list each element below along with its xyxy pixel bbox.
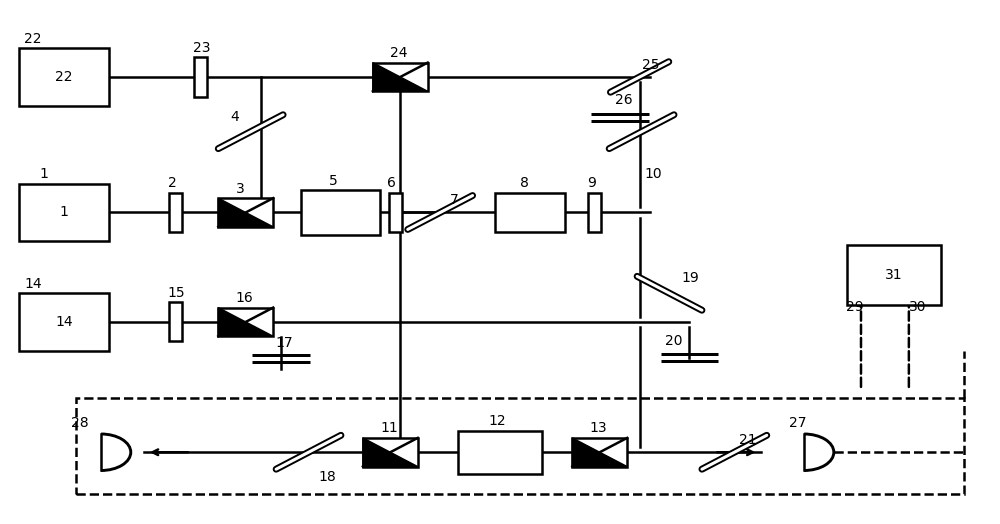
Text: 22: 22 xyxy=(24,31,42,46)
Bar xyxy=(373,63,428,91)
Text: 20: 20 xyxy=(665,334,682,348)
Text: 13: 13 xyxy=(590,421,607,435)
Polygon shape xyxy=(373,63,428,91)
Text: 23: 23 xyxy=(193,41,210,55)
Text: 14: 14 xyxy=(24,277,42,291)
Text: 25: 25 xyxy=(642,58,659,72)
Bar xyxy=(194,58,207,96)
Text: 16: 16 xyxy=(236,291,253,305)
Bar xyxy=(389,193,402,232)
Polygon shape xyxy=(218,198,273,227)
Text: 29: 29 xyxy=(846,300,864,314)
Text: 6: 6 xyxy=(387,177,396,190)
Text: 2: 2 xyxy=(168,177,177,190)
Text: 8: 8 xyxy=(520,177,529,190)
Text: 14: 14 xyxy=(55,315,73,329)
Text: 9: 9 xyxy=(587,177,596,190)
Bar xyxy=(169,193,182,232)
Text: 24: 24 xyxy=(390,46,408,60)
Bar xyxy=(169,302,182,342)
Bar xyxy=(19,184,109,241)
Text: 11: 11 xyxy=(380,421,398,435)
Text: 22: 22 xyxy=(55,70,73,84)
Text: 19: 19 xyxy=(681,271,699,286)
Polygon shape xyxy=(218,308,273,336)
Text: 31: 31 xyxy=(885,268,903,282)
Polygon shape xyxy=(363,438,418,466)
Text: 5: 5 xyxy=(328,174,337,188)
Bar xyxy=(19,48,109,106)
Text: 15: 15 xyxy=(168,286,186,300)
Bar xyxy=(19,293,109,351)
Bar xyxy=(301,190,380,235)
Text: 17: 17 xyxy=(276,336,293,351)
Text: 3: 3 xyxy=(236,181,244,195)
Bar xyxy=(458,431,542,474)
Bar xyxy=(847,245,941,305)
Text: 10: 10 xyxy=(645,167,662,181)
Text: 1: 1 xyxy=(39,167,48,181)
Bar xyxy=(588,193,601,232)
Text: 27: 27 xyxy=(789,416,807,430)
Text: 26: 26 xyxy=(615,93,632,107)
Polygon shape xyxy=(572,438,627,466)
Text: 21: 21 xyxy=(739,433,757,447)
Text: 4: 4 xyxy=(231,110,240,124)
Bar xyxy=(572,438,627,466)
Text: 7: 7 xyxy=(450,193,459,208)
Text: 18: 18 xyxy=(319,470,336,484)
Bar xyxy=(495,193,565,232)
Text: 28: 28 xyxy=(71,416,89,430)
Text: 12: 12 xyxy=(488,414,506,428)
Bar xyxy=(218,308,273,336)
Bar xyxy=(363,438,418,466)
Text: 1: 1 xyxy=(60,205,69,220)
Text: 30: 30 xyxy=(909,300,926,314)
Bar xyxy=(218,198,273,227)
